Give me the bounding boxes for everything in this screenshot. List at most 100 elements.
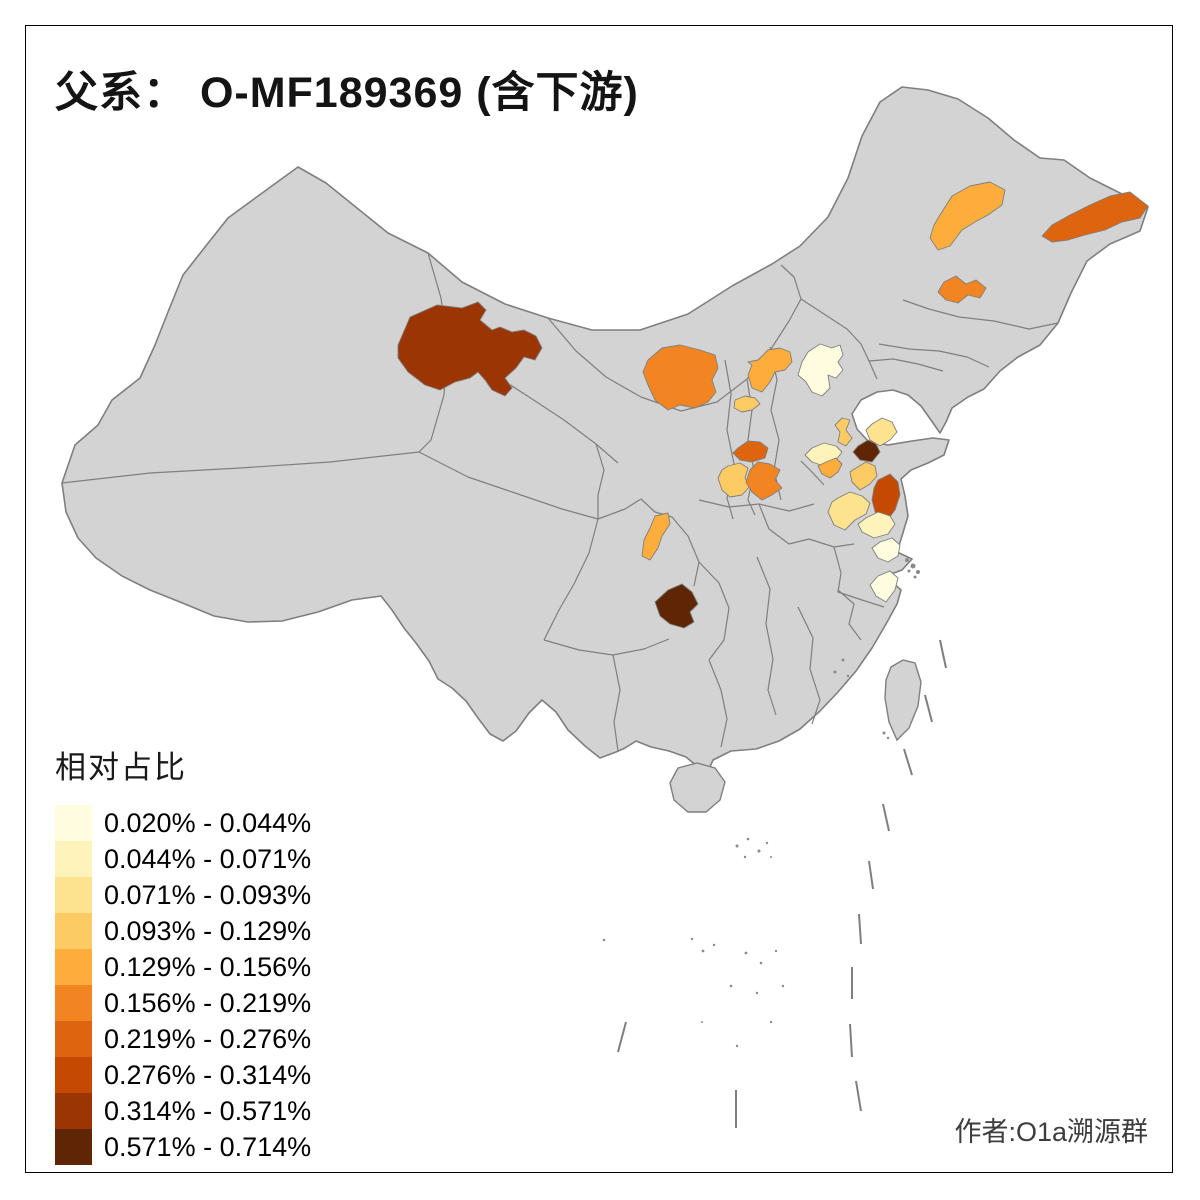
legend-label: 0.093% - 0.129% <box>104 915 312 946</box>
map-region-jiangsu-central <box>857 511 896 539</box>
sea-boundary-dash <box>849 1023 853 1058</box>
legend-row: 0.156% - 0.219% <box>55 985 311 1021</box>
islet <box>743 855 747 859</box>
page-title: 父系： O-MF189369 (含下游) <box>55 69 639 117</box>
province-border <box>595 443 605 519</box>
islet <box>757 849 761 853</box>
islet <box>910 563 916 569</box>
province-border <box>756 556 777 716</box>
islet <box>602 938 606 942</box>
islet <box>769 1020 773 1024</box>
province-border <box>837 589 862 641</box>
legend-label: 0.020% - 0.044% <box>104 807 312 838</box>
legend-label: 0.156% - 0.219% <box>104 987 312 1018</box>
map-region-shanxi-southwest <box>717 462 751 498</box>
legend-swatch-10 <box>55 1129 92 1165</box>
sea-boundary-dash <box>939 639 947 669</box>
province-border <box>418 451 642 520</box>
islet <box>833 670 837 674</box>
province-border <box>724 359 735 520</box>
legend-row: 0.020% - 0.044% <box>55 805 311 841</box>
legend-swatch-1 <box>55 805 92 841</box>
legend-row: 0.219% - 0.276% <box>55 1021 311 1057</box>
map-region-anhui-north <box>827 491 871 531</box>
legend-row: 0.071% - 0.093% <box>55 877 311 913</box>
sea-boundary-dash <box>882 803 890 832</box>
legend-swatch-6 <box>55 985 92 1021</box>
islet <box>907 569 911 573</box>
map-region-shandong-south <box>849 461 878 491</box>
map-region-shandong-southwest <box>817 457 843 479</box>
islet <box>744 951 748 955</box>
islet <box>770 856 772 858</box>
legend-swatch-3 <box>55 877 92 913</box>
islet <box>913 575 917 579</box>
legend: 相对占比 0.020% - 0.044% 0.044% - 0.071% 0.071… <box>55 742 311 1165</box>
map-region-zhejiang-north <box>869 570 899 603</box>
legend-row: 0.093% - 0.129% <box>55 913 311 949</box>
legend-label: 0.571% - 0.714% <box>104 1131 312 1162</box>
province-border <box>758 503 855 548</box>
islet <box>759 961 763 965</box>
legend-swatch-7 <box>55 1021 92 1057</box>
taiwan-island <box>884 659 922 742</box>
islet <box>735 1044 739 1048</box>
province-border <box>902 299 1059 330</box>
legend-row: 0.276% - 0.314% <box>55 1057 311 1093</box>
islet <box>905 558 909 562</box>
map-region-harbin-area <box>937 275 987 304</box>
province-border <box>878 343 990 368</box>
map-region-shandong-peninsula <box>852 439 881 463</box>
islet <box>841 658 845 662</box>
map-region-chongqing <box>641 512 671 561</box>
map-region-hebei-central <box>834 417 853 447</box>
map-region-shanxi-central <box>733 395 761 413</box>
province-border <box>640 498 700 587</box>
islet <box>729 984 733 988</box>
hainan-island <box>669 762 726 813</box>
legend-label: 0.314% - 0.571% <box>104 1095 312 1126</box>
sea-boundary-dash <box>858 913 862 945</box>
islet <box>701 949 705 953</box>
legend-swatch-2 <box>55 841 92 877</box>
legend-label: 0.276% - 0.314% <box>104 1059 312 1090</box>
islet <box>916 570 920 574</box>
islet <box>701 1021 703 1023</box>
islet <box>712 943 716 947</box>
islet <box>781 984 785 988</box>
attribution-text: 作者:O1a溯源群 <box>954 1117 1148 1147</box>
province-border <box>698 561 730 661</box>
map-region-shanxi-south <box>732 440 769 463</box>
map-region-heilongjiang-northeast <box>1041 191 1149 243</box>
legend-row: 0.129% - 0.156% <box>55 949 311 985</box>
province-border <box>61 451 420 484</box>
sea-boundary-dash <box>855 1080 862 1112</box>
province-border <box>547 264 802 412</box>
province-border <box>708 659 728 748</box>
islet <box>735 844 739 848</box>
legend-label: 0.044% - 0.071% <box>104 843 312 874</box>
sea-boundary-dash <box>617 1021 627 1053</box>
legend-row: 0.314% - 0.571% <box>55 1093 311 1129</box>
map-region-xinjiang-north <box>397 301 543 397</box>
islet <box>846 674 850 678</box>
islet <box>690 937 694 941</box>
province-border <box>868 358 944 372</box>
islet <box>886 736 890 740</box>
map-region-guizhou <box>654 583 699 629</box>
map-region-heilongjiang-west <box>929 181 1006 251</box>
sea-boundary-dash <box>924 694 933 723</box>
legend-label: 0.219% - 0.276% <box>104 1023 312 1054</box>
legend-row: 0.571% - 0.714% <box>55 1129 311 1165</box>
islet <box>746 837 750 841</box>
province-border <box>543 518 599 641</box>
sea-boundary-dash <box>903 748 913 776</box>
province-border <box>612 654 621 752</box>
islet <box>755 991 759 995</box>
province-border <box>800 460 825 486</box>
legend-swatch-8 <box>55 1057 92 1093</box>
map-region-henan-north <box>745 461 783 501</box>
legend-rows: 0.020% - 0.044% 0.044% - 0.071% 0.071% - 0… <box>55 805 311 1165</box>
